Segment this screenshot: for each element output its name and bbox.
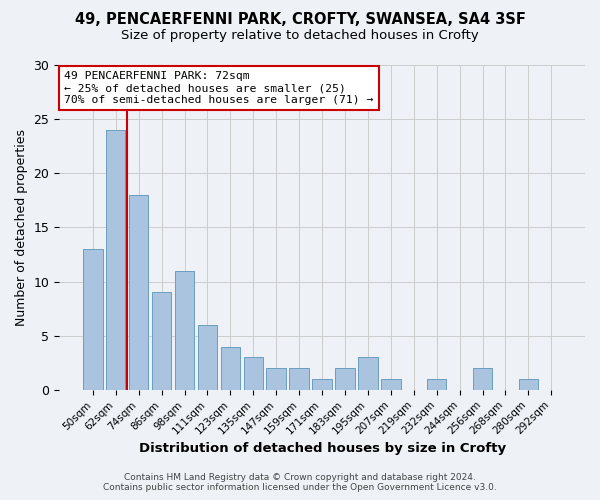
Bar (358, 358, 377, 390)
Bar (152, 292, 172, 390)
X-axis label: Distribution of detached houses by size in Crofty: Distribution of detached houses by size … (139, 442, 506, 455)
Bar (289, 368, 309, 390)
Bar (313, 379, 332, 390)
Bar (221, 346, 240, 390)
Bar (266, 368, 286, 390)
Bar (106, 130, 125, 390)
Bar (427, 379, 446, 390)
Bar (335, 368, 355, 390)
Bar (473, 368, 493, 390)
Y-axis label: Number of detached properties: Number of detached properties (15, 129, 28, 326)
Bar (518, 379, 538, 390)
Text: 49, PENCAERFENNI PARK, CROFTY, SWANSEA, SA4 3SF: 49, PENCAERFENNI PARK, CROFTY, SWANSEA, … (74, 12, 526, 28)
Bar (197, 325, 217, 390)
Bar (381, 379, 401, 390)
Bar (129, 195, 148, 390)
Bar (83, 249, 103, 390)
Text: Size of property relative to detached houses in Crofty: Size of property relative to detached ho… (121, 29, 479, 42)
Bar (175, 270, 194, 390)
Text: Contains HM Land Registry data © Crown copyright and database right 2024.
Contai: Contains HM Land Registry data © Crown c… (103, 473, 497, 492)
Text: 49 PENCAERFENNI PARK: 72sqm
← 25% of detached houses are smaller (25)
70% of sem: 49 PENCAERFENNI PARK: 72sqm ← 25% of det… (64, 72, 374, 104)
Bar (244, 358, 263, 390)
